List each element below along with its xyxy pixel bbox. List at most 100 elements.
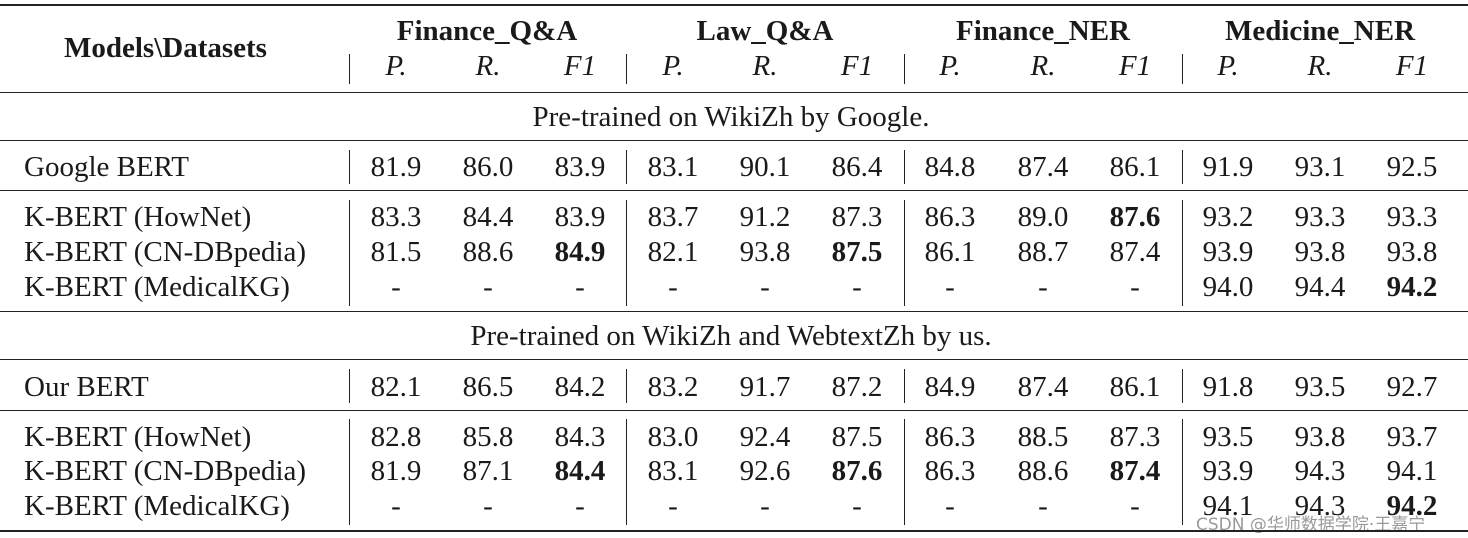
table-cell: -: [852, 271, 862, 303]
model-name: Our BERT: [24, 371, 149, 403]
group-rule: [0, 410, 1468, 412]
column-separator: [904, 54, 906, 84]
table-cell: -: [945, 271, 955, 303]
table-cell: -: [852, 490, 862, 522]
table-cell: 82.1: [647, 236, 699, 268]
column-separator: [349, 200, 351, 306]
table-cell: 88.7: [1017, 236, 1069, 268]
bottom-rule: [0, 530, 1468, 532]
table-cell: 92.6: [739, 455, 791, 487]
metric-header: F1: [1118, 50, 1152, 82]
table-cell: 83.1: [647, 151, 699, 183]
table-cell: 88.5: [1017, 421, 1069, 453]
table-cell: -: [575, 490, 585, 522]
table-cell: 83.7: [647, 201, 699, 233]
table-cell: 94.2: [1386, 490, 1438, 522]
column-separator: [349, 419, 351, 525]
table-cell: 91.9: [1202, 151, 1254, 183]
top-rule: [0, 4, 1468, 6]
column-separator: [626, 54, 628, 84]
metric-header: R.: [475, 50, 501, 82]
table-cell: -: [1130, 271, 1140, 303]
table-cell: 94.0: [1202, 271, 1254, 303]
table-cell: 87.1: [462, 455, 514, 487]
model-name: Google BERT: [24, 151, 189, 183]
column-separator: [1182, 200, 1184, 306]
table-cell: 87.4: [1017, 151, 1069, 183]
table-cell: -: [1038, 271, 1048, 303]
section-end-rule: [0, 311, 1468, 313]
table-cell: 87.4: [1017, 371, 1069, 403]
table-cell: 93.1: [1294, 151, 1346, 183]
table-cell: 88.6: [462, 236, 514, 268]
table-cell: 87.2: [831, 371, 883, 403]
table-cell: -: [1038, 490, 1048, 522]
column-separator: [1182, 369, 1184, 403]
table-cell: 94.1: [1386, 455, 1438, 487]
table-cell: 94.3: [1294, 490, 1346, 522]
table-cell: 91.2: [739, 201, 791, 233]
table-cell: 84.8: [924, 151, 976, 183]
model-name: K-BERT (HowNet): [24, 421, 252, 453]
section-title: Pre-trained on WikiZh by Google.: [532, 101, 930, 133]
table-cell: 87.4: [1109, 236, 1161, 268]
metric-header: P.: [385, 50, 407, 82]
table-cell: 88.6: [1017, 455, 1069, 487]
table-cell: 92.7: [1386, 371, 1438, 403]
table-cell: 93.8: [1294, 236, 1346, 268]
table-cell: 86.1: [1109, 371, 1161, 403]
table-cell: -: [483, 271, 493, 303]
table-cell: 94.2: [1386, 271, 1438, 303]
table-cell: 84.9: [924, 371, 976, 403]
dataset-header: Finance_Q&A: [396, 15, 578, 47]
table-cell: 81.9: [370, 151, 422, 183]
column-separator: [626, 419, 628, 525]
dataset-header: Medicine_NER: [1224, 15, 1416, 47]
column-separator: [349, 54, 351, 84]
table-cell: 93.8: [739, 236, 791, 268]
section-rule: [0, 140, 1468, 142]
table-cell: -: [575, 271, 585, 303]
table-cell: 84.2: [554, 371, 606, 403]
table-cell: 92.4: [739, 421, 791, 453]
model-name: K-BERT (HowNet): [24, 201, 252, 233]
column-separator: [349, 369, 351, 403]
table-cell: 86.3: [924, 201, 976, 233]
metric-header: P.: [1217, 50, 1239, 82]
table-cell: 87.3: [831, 201, 883, 233]
table-cell: 86.4: [831, 151, 883, 183]
table-cell: 90.1: [739, 151, 791, 183]
table-cell: 86.5: [462, 371, 514, 403]
dataset-header: Law_Q&A: [696, 15, 834, 47]
table-cell: 94.3: [1294, 455, 1346, 487]
column-separator: [349, 150, 351, 184]
table-cell: -: [1130, 490, 1140, 522]
table-cell: 81.5: [370, 236, 422, 268]
table-cell: 82.1: [370, 371, 422, 403]
column-separator: [626, 369, 628, 403]
model-name: K-BERT (CN-DBpedia): [24, 236, 307, 268]
column-separator: [1182, 54, 1184, 84]
metric-header: P.: [939, 50, 961, 82]
table-cell: -: [391, 490, 401, 522]
table-cell: 83.3: [370, 201, 422, 233]
table-cell: 93.8: [1294, 421, 1346, 453]
metric-header: F1: [1395, 50, 1429, 82]
table-cell: -: [668, 490, 678, 522]
table-cell: 83.9: [554, 151, 606, 183]
table-cell: 93.9: [1202, 455, 1254, 487]
section-rule: [0, 359, 1468, 361]
metric-header: R.: [752, 50, 778, 82]
metric-header: F1: [840, 50, 874, 82]
column-separator: [904, 369, 906, 403]
table-cell: 91.8: [1202, 371, 1254, 403]
table-cell: 81.9: [370, 455, 422, 487]
table-cell: 83.0: [647, 421, 699, 453]
table-cell: 93.3: [1386, 201, 1438, 233]
table-cell: 86.1: [1109, 151, 1161, 183]
table-cell: 87.6: [831, 455, 883, 487]
column-separator: [626, 150, 628, 184]
metric-header: F1: [563, 50, 597, 82]
table-cell: -: [668, 271, 678, 303]
table-cell: 87.6: [1109, 201, 1161, 233]
